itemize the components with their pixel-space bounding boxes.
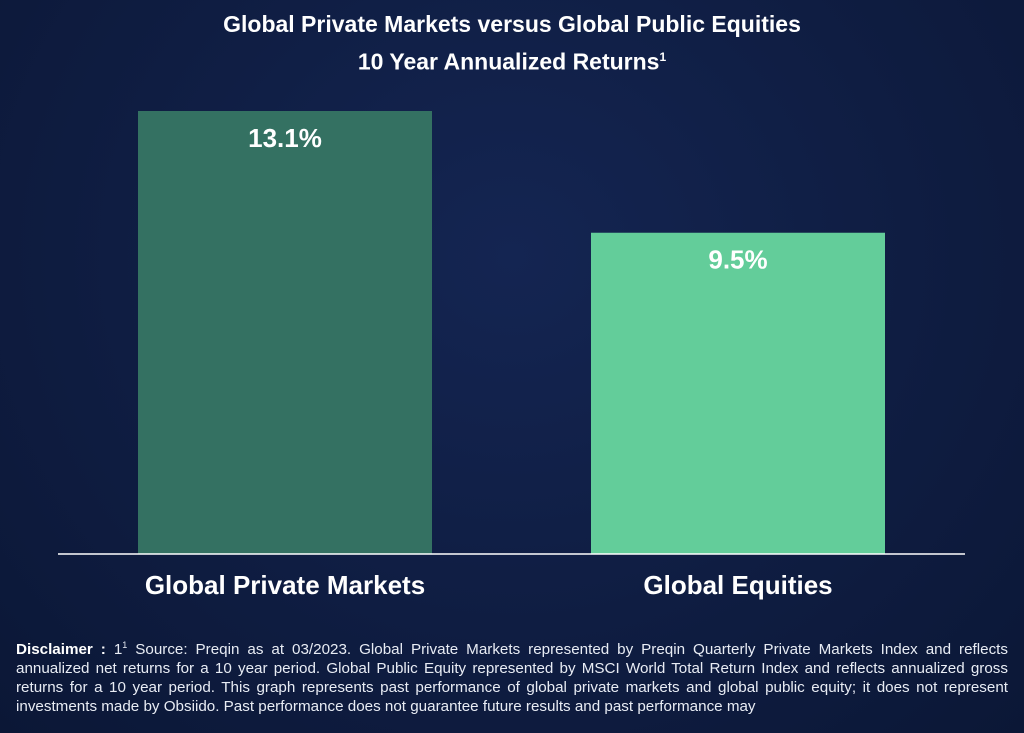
labels-group: 13.1% Global Private Markets 9.5% Global Eq…: [145, 123, 833, 600]
chart-title-block: Global Private Markets versus Global Pub…: [0, 8, 1024, 79]
footnote-marker: 1: [659, 50, 667, 64]
bars-group: [138, 111, 885, 554]
disclaimer-label: Disclaimer :: [16, 641, 106, 659]
category-label-2: Global Equities: [643, 570, 832, 600]
disclaimer-marker: 1: [113, 641, 123, 659]
chart-subtitle: 10 Year Annualized Returns1: [0, 41, 1024, 79]
disclaimer-text: Source: Preqin as at 03/2023. Global Pri…: [16, 641, 1008, 716]
disclaimer: Disclaimer : 11 Source: Preqin as at 03/…: [16, 636, 1008, 716]
bar-chart: 13.1% Global Private Markets 9.5% Global Eq…: [138, 111, 885, 600]
bar-value-label-2: 9.5%: [708, 245, 767, 275]
bar-1: [138, 111, 432, 554]
disclaimer-footnote-marker: 1: [122, 640, 128, 650]
bar-2: [591, 232, 885, 554]
category-label-1: Global Private Markets: [145, 570, 425, 600]
chart-title: Global Private Markets versus Global Pub…: [223, 11, 801, 37]
bar-value-label-1: 13.1%: [248, 123, 322, 153]
chart-subtitle-text: 10 Year Annualized Returns: [357, 48, 660, 75]
